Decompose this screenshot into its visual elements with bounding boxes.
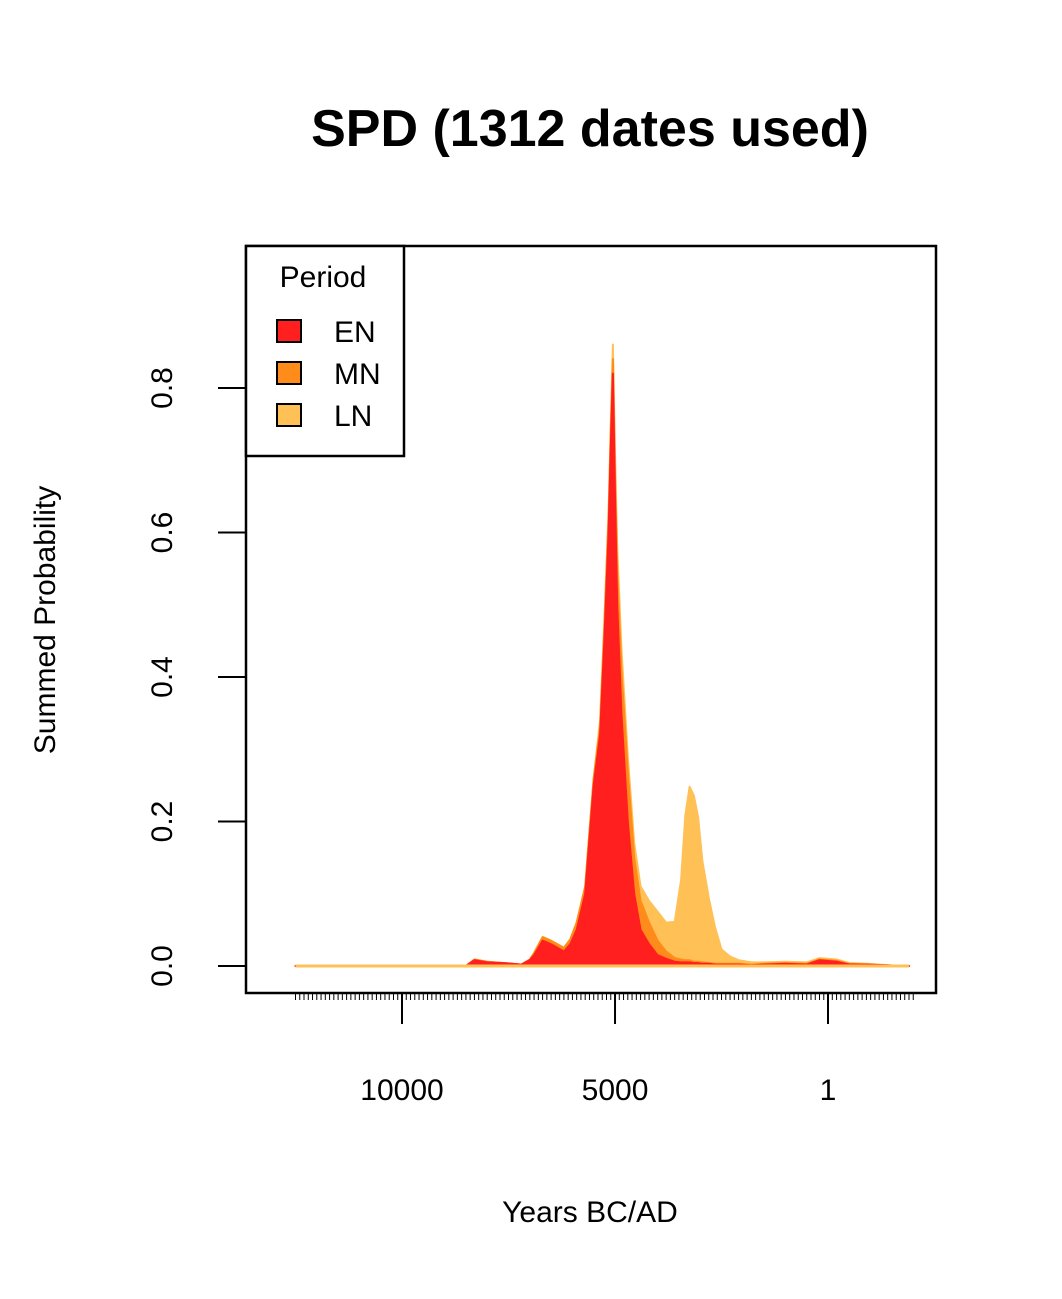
y-axis: 0.0 0.2 0.4 0.6 0.8 (146, 367, 246, 987)
legend-title: Period (280, 261, 367, 294)
legend-swatch-mn (276, 361, 302, 385)
y-axis-label: Summed Probability (29, 486, 62, 754)
x-tick-label: 10000 (360, 1074, 443, 1107)
legend-label-mn: MN (334, 358, 381, 391)
area-en (294, 372, 910, 967)
legend-swatch-en (276, 319, 302, 343)
legend: Period EN MN LN (244, 244, 406, 458)
y-tick-label: 0.6 (146, 512, 179, 554)
legend-box (244, 244, 406, 458)
x-axis: 10000 5000 1 (294, 993, 914, 1107)
legend-entries: EN MN LN (276, 316, 381, 433)
chart-title: SPD (1312 dates used) (311, 100, 869, 158)
y-tick-label: 0.4 (146, 656, 179, 698)
x-axis-label: Years BC/AD (502, 1196, 678, 1229)
y-tick-label: 0.0 (146, 945, 179, 987)
area-layers (294, 343, 910, 968)
legend-label-ln: LN (334, 400, 372, 433)
y-tick-label: 0.2 (146, 801, 179, 843)
legend-label-en: EN (334, 316, 376, 349)
x-tick-label: 5000 (582, 1074, 649, 1107)
x-tick-label: 1 (820, 1074, 837, 1107)
legend-swatch-ln (276, 403, 302, 427)
plot-frame (244, 244, 938, 995)
y-tick-label: 0.8 (146, 367, 179, 409)
